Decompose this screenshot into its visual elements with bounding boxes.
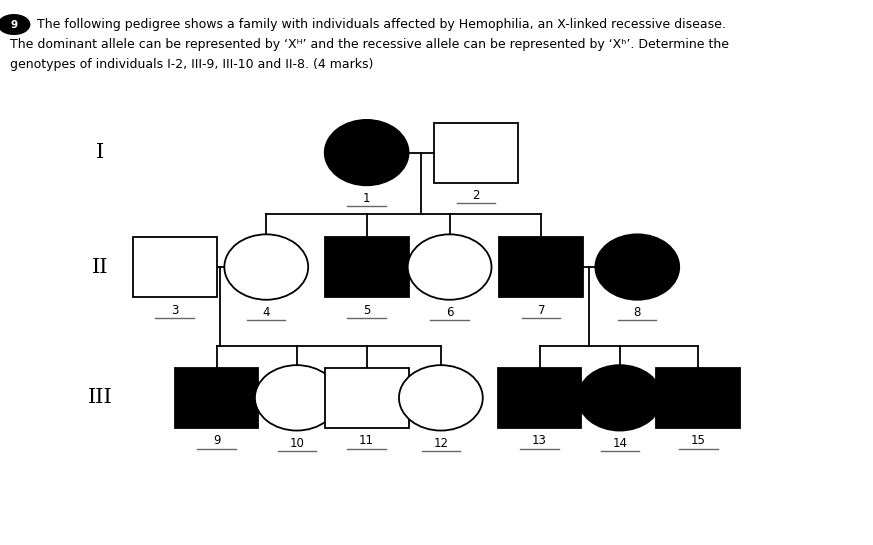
Text: 1: 1 (363, 192, 370, 205)
Text: III: III (88, 389, 113, 407)
Ellipse shape (224, 234, 308, 300)
FancyBboxPatch shape (499, 237, 583, 297)
FancyBboxPatch shape (656, 368, 740, 428)
Ellipse shape (595, 234, 679, 300)
Text: I: I (96, 143, 105, 162)
FancyBboxPatch shape (175, 368, 258, 428)
FancyBboxPatch shape (133, 237, 217, 297)
Circle shape (0, 15, 30, 34)
Ellipse shape (408, 234, 491, 300)
FancyBboxPatch shape (325, 237, 409, 297)
Text: 13: 13 (532, 434, 547, 447)
Ellipse shape (578, 365, 662, 431)
Text: 5: 5 (363, 304, 370, 317)
Ellipse shape (399, 365, 483, 431)
Text: genotypes of individuals I-2, III-9, III-10 and II-8. (4 marks): genotypes of individuals I-2, III-9, III… (10, 58, 374, 71)
Text: 11: 11 (359, 434, 375, 447)
Text: The dominant allele can be represented by ‘Xᴴ’ and the recessive allele can be r: The dominant allele can be represented b… (10, 38, 730, 51)
Text: 8: 8 (634, 306, 641, 319)
Text: The following pedigree shows a family with individuals affected by Hemophilia, a: The following pedigree shows a family wi… (33, 18, 726, 31)
Text: 6: 6 (446, 306, 453, 319)
Text: 9: 9 (213, 434, 220, 447)
Text: 9: 9 (10, 20, 17, 29)
FancyBboxPatch shape (498, 368, 581, 428)
Text: 3: 3 (171, 304, 178, 317)
Text: 15: 15 (691, 434, 706, 447)
Text: 7: 7 (538, 304, 545, 317)
Ellipse shape (255, 365, 339, 431)
Text: 2: 2 (472, 189, 479, 202)
FancyBboxPatch shape (325, 368, 409, 428)
Text: 4: 4 (263, 306, 270, 319)
Ellipse shape (325, 120, 409, 185)
Text: 10: 10 (289, 437, 305, 450)
Text: 14: 14 (612, 437, 628, 450)
Text: II: II (93, 258, 108, 276)
FancyBboxPatch shape (434, 123, 518, 183)
Text: 12: 12 (433, 437, 449, 450)
